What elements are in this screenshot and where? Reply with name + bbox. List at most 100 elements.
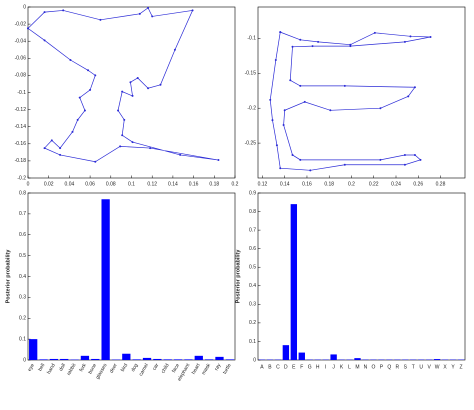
x-tick-label: 0.06 xyxy=(85,181,95,187)
y-tick-label: -0.1 xyxy=(17,90,26,96)
axes-frame xyxy=(27,192,236,361)
y-tick-label: 0 xyxy=(253,357,256,363)
bar xyxy=(215,356,224,360)
x-tick-label: X xyxy=(443,364,447,370)
x-tick-label: fork xyxy=(78,362,88,373)
contour-point xyxy=(121,134,124,137)
y-tick-label: 0.4 xyxy=(249,283,256,289)
contour-point xyxy=(299,158,302,161)
contour-point xyxy=(291,153,294,156)
y-tick-label: 0.7 xyxy=(249,227,256,233)
y-tick-label: -0.1 xyxy=(247,36,256,42)
bar xyxy=(132,359,141,360)
bar xyxy=(122,353,131,360)
y-tick-label: -0.02 xyxy=(15,21,27,27)
contour-point xyxy=(179,153,182,156)
contour-point xyxy=(409,35,412,38)
contour-point xyxy=(99,18,102,21)
x-tick-label: deer xyxy=(109,362,119,374)
bar xyxy=(433,359,441,360)
y-tick-label: 0.8 xyxy=(249,209,256,215)
x-tick-label: 0.1 xyxy=(128,181,135,187)
x-tick-label: hand xyxy=(46,362,57,375)
contour-point xyxy=(43,39,46,42)
contour-point xyxy=(173,48,176,51)
x-tick-label: K xyxy=(340,364,344,370)
y-tick-label: 0.6 xyxy=(249,246,256,252)
axes-frame xyxy=(257,192,466,361)
x-tick-label: 0.2 xyxy=(232,181,239,187)
contour-point xyxy=(59,147,62,150)
y-tick-label: -0.08 xyxy=(15,73,27,79)
contour-point xyxy=(275,144,278,147)
contour-point xyxy=(129,81,132,84)
contour-point xyxy=(311,45,314,48)
bar xyxy=(330,354,337,360)
contour-point xyxy=(94,160,97,163)
contour-point xyxy=(191,9,194,12)
x-tick-label: B xyxy=(268,364,272,370)
contour-point xyxy=(403,163,406,166)
contour-point xyxy=(43,147,46,150)
contour-point xyxy=(94,74,97,77)
x-tick-label: L xyxy=(348,364,351,370)
bar xyxy=(91,358,100,360)
contour-point xyxy=(403,153,406,156)
contour-point xyxy=(50,139,53,142)
x-tick-label: H xyxy=(316,364,320,370)
y-tick-label: -0.12 xyxy=(15,107,27,113)
bar xyxy=(153,358,162,360)
x-tick-label: C xyxy=(276,364,280,370)
contour-point xyxy=(343,84,346,87)
contour-point xyxy=(403,40,406,43)
x-tick-label: Y xyxy=(451,364,455,370)
bar xyxy=(298,352,305,360)
contour-point xyxy=(303,100,306,103)
y-axis-label: Posterior probability xyxy=(5,249,11,304)
x-tick-label: 0.08 xyxy=(106,181,116,187)
y-tick-label: 0 xyxy=(23,357,26,363)
y-tick-label: -0.04 xyxy=(15,39,27,45)
x-tick-label: S xyxy=(404,364,408,370)
contour-point xyxy=(76,118,79,121)
bar xyxy=(80,355,90,360)
x-tick-label: M xyxy=(355,364,359,370)
y-tick-label: 0.2 xyxy=(19,316,26,322)
bar xyxy=(49,358,59,360)
bar xyxy=(290,204,298,360)
x-tick-label: Q xyxy=(387,364,391,370)
contour-point xyxy=(159,83,162,86)
x-tick-label: T xyxy=(412,364,415,370)
x-tick-label: 0.12 xyxy=(258,181,268,187)
x-tick-label: 0.2 xyxy=(348,181,355,187)
contour-point xyxy=(89,88,92,91)
x-tick-label: bell xyxy=(37,363,46,373)
x-tick-label: doll xyxy=(58,363,67,373)
x-tick-label: 0.12 xyxy=(147,181,157,187)
x-tick-label: V xyxy=(428,364,432,370)
x-tick-label: dog xyxy=(130,362,139,372)
contour-point xyxy=(343,163,346,166)
x-tick-label: 0.16 xyxy=(189,181,199,187)
y-axis-label: Posterior probability xyxy=(235,249,241,304)
contour-point xyxy=(119,145,122,148)
y-tick-label: -0.14 xyxy=(15,124,27,130)
contour-point xyxy=(379,107,382,110)
x-tick-label: bone xyxy=(87,362,98,375)
bar xyxy=(184,359,193,360)
contour-line xyxy=(27,7,219,163)
axes-frame xyxy=(257,6,466,179)
x-tick-label: W xyxy=(435,364,440,370)
x-tick-label: U xyxy=(419,364,423,370)
contour-point xyxy=(349,45,352,48)
x-tick-label: camel xyxy=(138,363,150,378)
bar xyxy=(282,345,290,360)
x-tick-label: child xyxy=(160,362,170,374)
x-tick-label: I xyxy=(325,364,326,370)
contour-point xyxy=(69,59,72,62)
x-tick-label: 0.18 xyxy=(209,181,219,187)
contour-point xyxy=(62,9,65,12)
y-tick-label: 0.6 xyxy=(19,232,26,238)
y-tick-label: 0.5 xyxy=(19,253,26,259)
contour-point xyxy=(317,40,320,43)
